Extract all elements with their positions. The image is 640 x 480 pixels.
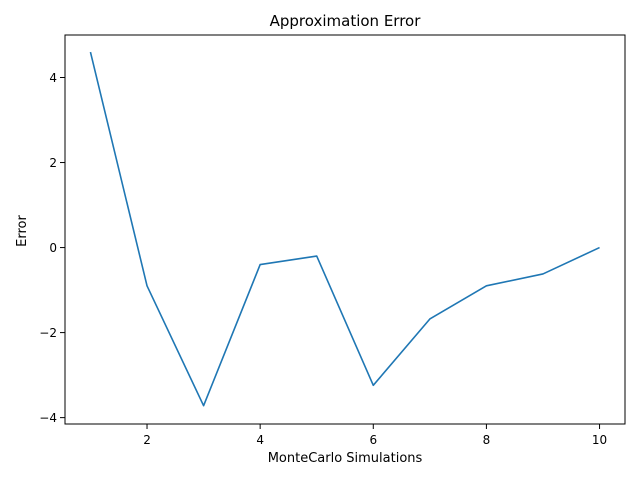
plot-area: 2 4 6 8 10 −4 −2 0 2 4: [39, 34, 626, 447]
series-line-0: [89, 51, 600, 407]
x-tick-label: 10: [592, 433, 607, 447]
y-tick-label: −2: [39, 326, 57, 340]
x-axis-label: MonteCarlo Simulations: [268, 451, 423, 466]
x-tick-label: 2: [143, 433, 151, 447]
x-tick-label: 4: [256, 433, 264, 447]
chart-title: Approximation Error: [270, 12, 422, 30]
y-tick-label: 0: [49, 241, 57, 255]
x-tick-label: 6: [369, 433, 377, 447]
y-tick-label: 4: [49, 71, 57, 85]
y-axis-label: Error: [15, 215, 30, 247]
y-tick-label: −4: [39, 411, 57, 425]
plot-frame: [64, 34, 626, 425]
x-tick-label: 8: [483, 433, 491, 447]
y-tick-label: 2: [49, 156, 57, 170]
